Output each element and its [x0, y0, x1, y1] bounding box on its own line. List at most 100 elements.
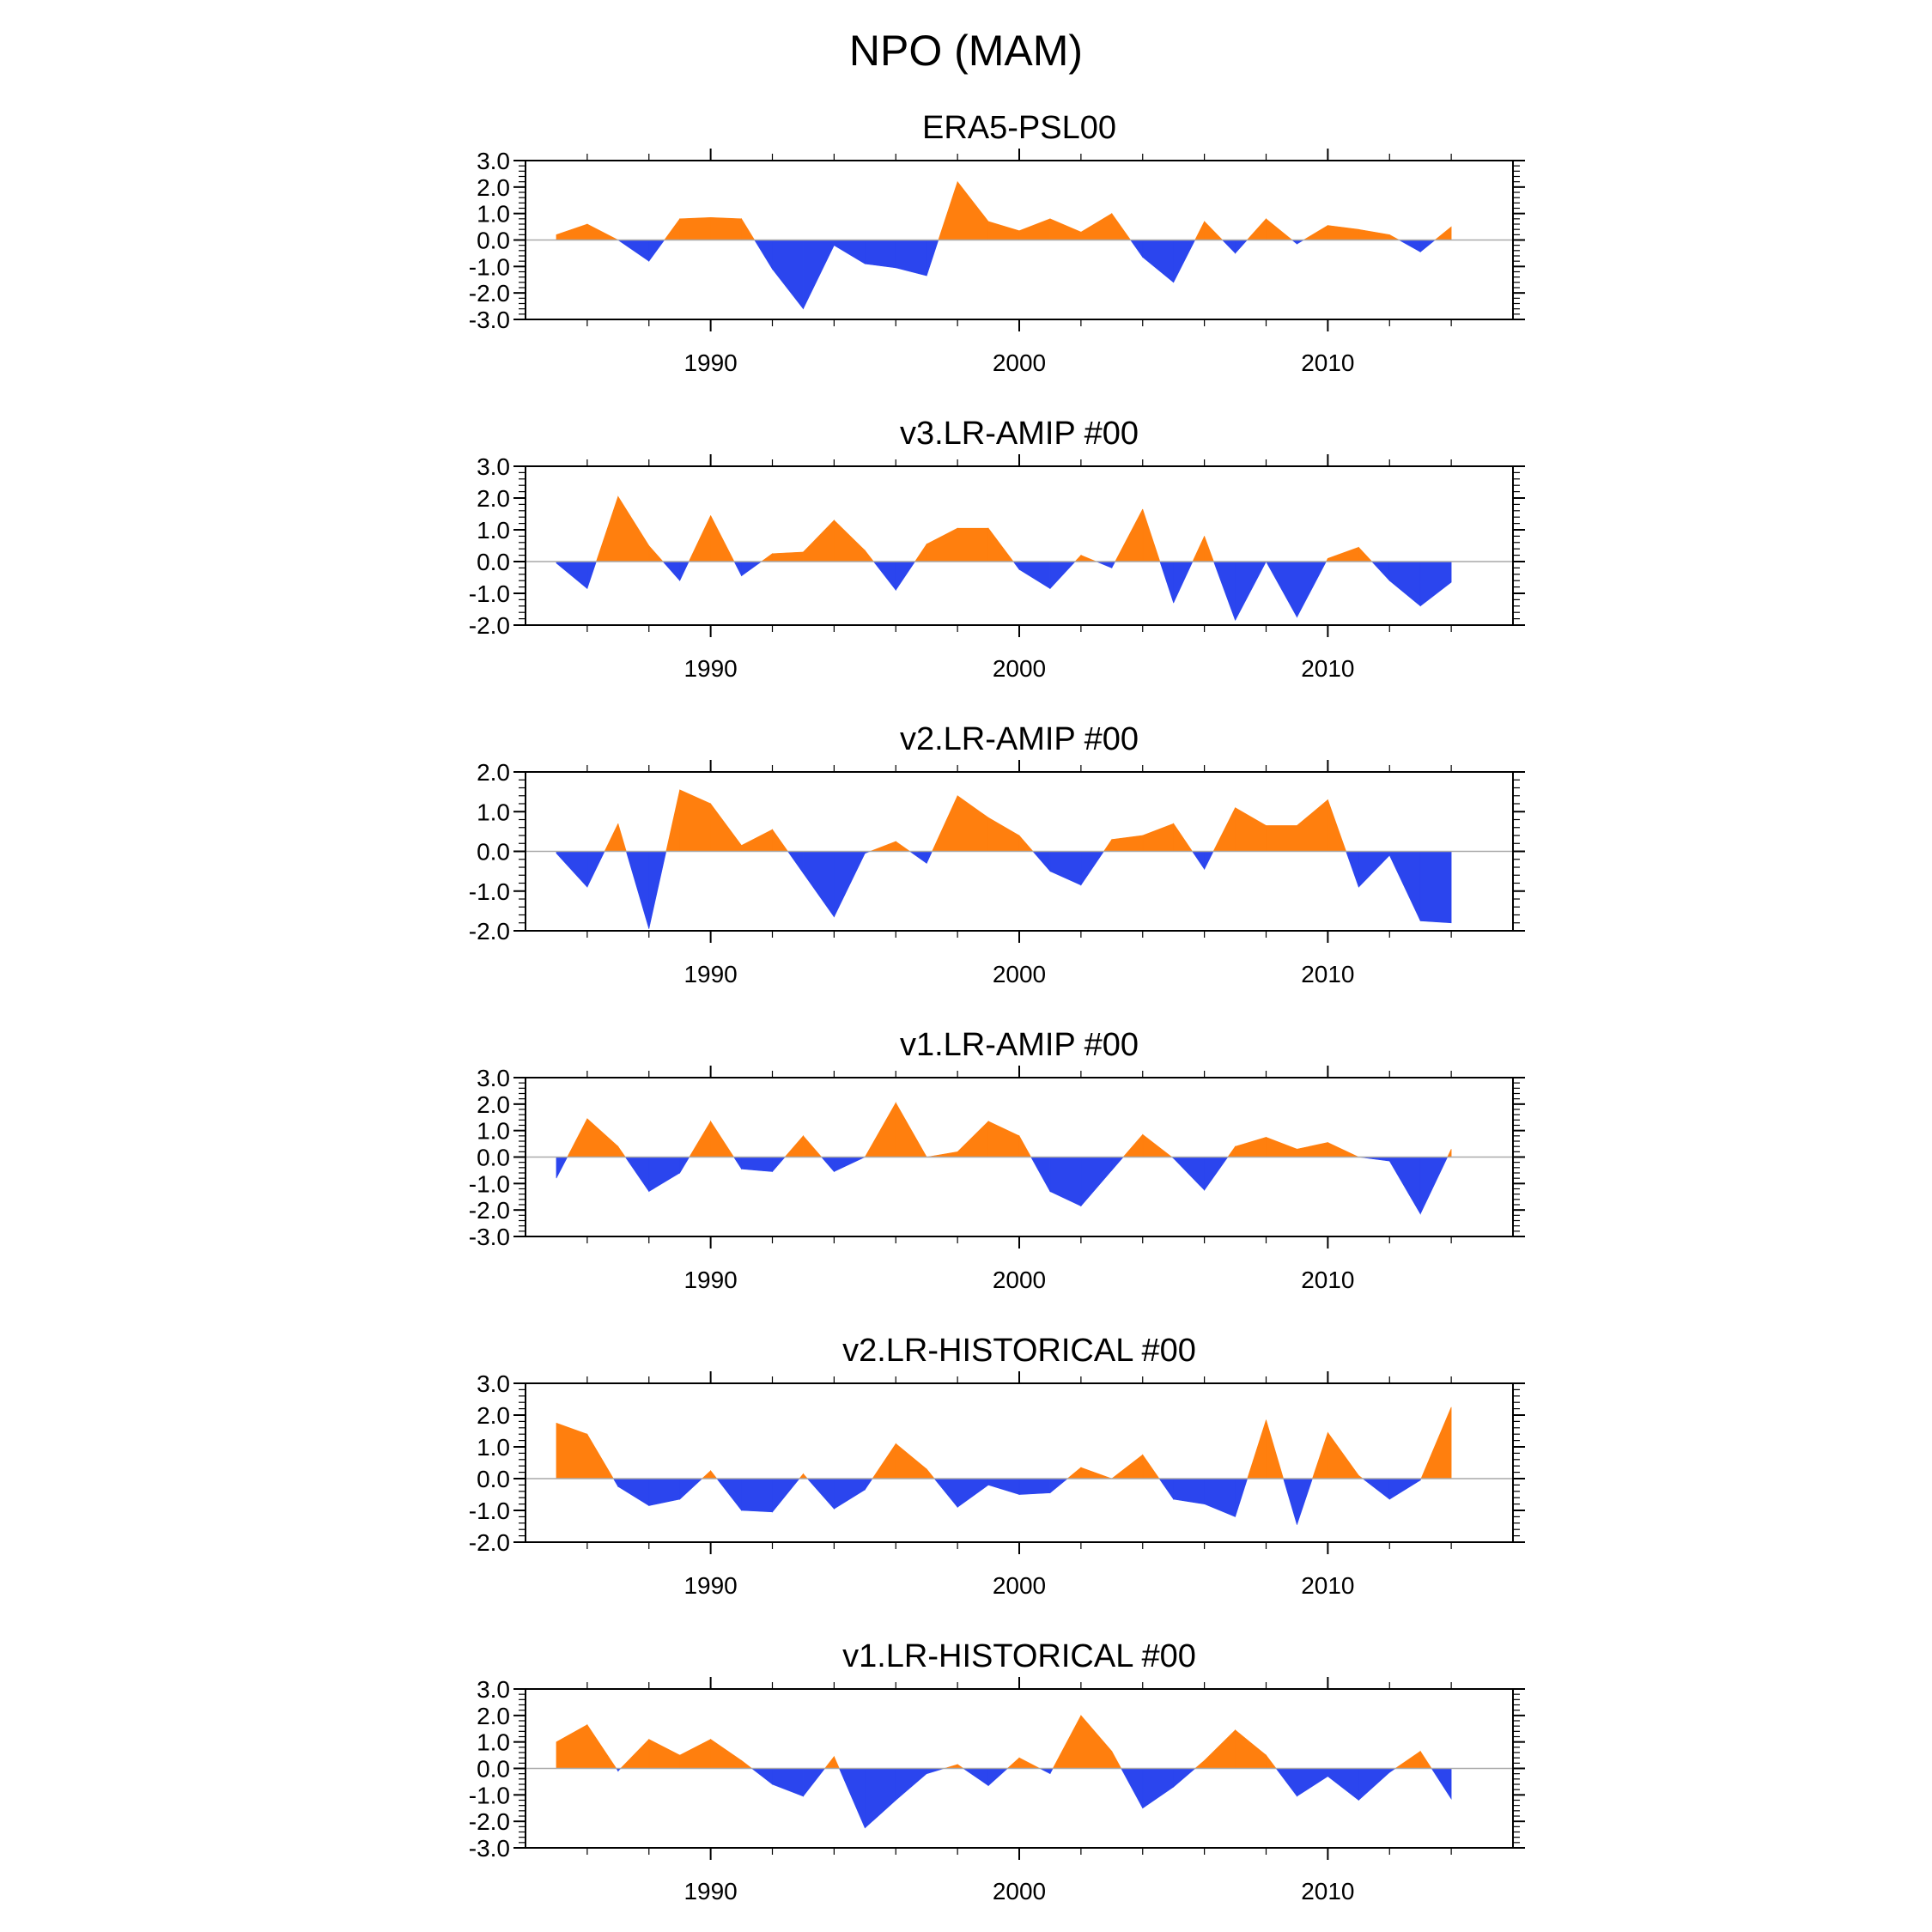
positive-area-segment: [586, 223, 618, 240]
negative-area-segment: [556, 561, 588, 590]
y-tick-label: -2.0: [469, 612, 510, 639]
positive-area-segment: [1018, 218, 1051, 240]
negative-area-segment: [750, 1768, 773, 1785]
y-tick-label: -3.0: [469, 1835, 510, 1862]
x-tick-label: 1990: [683, 1878, 737, 1905]
y-tick-label: 0.0: [477, 1466, 510, 1492]
y-tick-label: 1.0: [477, 201, 510, 228]
y-tick-label: 3.0: [477, 453, 510, 480]
positive-area-segment: [914, 543, 927, 562]
negative-area-segment: [772, 240, 804, 310]
y-tick-label: -2.0: [469, 918, 510, 945]
negative-area-segment: [1327, 1768, 1359, 1801]
negative-area-segment: [1235, 240, 1249, 254]
y-tick-label: -1.0: [469, 253, 510, 280]
positive-areas: [604, 789, 1347, 852]
positive-area-segment: [927, 1151, 958, 1157]
y-tick-label: -1.0: [469, 1170, 510, 1197]
negative-area-segment: [962, 1768, 989, 1787]
negative-area-segment: [1235, 1478, 1249, 1517]
positive-area-segment: [926, 1468, 935, 1479]
negative-area-segment: [648, 1478, 680, 1506]
positive-area-segment: [1327, 546, 1359, 562]
negative-areas: [556, 851, 1452, 929]
y-tick-label: -2.0: [469, 1197, 510, 1224]
positive-area-segment: [932, 795, 958, 852]
x-tick-label: 1990: [683, 1572, 737, 1599]
positive-area-segment: [1049, 218, 1082, 240]
positive-area-segment: [1142, 508, 1161, 562]
negative-area-segment: [1221, 240, 1236, 254]
negative-area-segment: [617, 240, 650, 262]
data-points: [556, 1103, 1451, 1214]
negative-area-segment: [803, 240, 835, 309]
y-tick-label: 2.0: [477, 759, 510, 786]
y-ticks: 3.02.01.00.0-1.0-2.0-3.0: [469, 148, 1525, 333]
y-tick-label: -1.0: [469, 878, 510, 905]
panel-title: v3.LR-AMIP #00: [900, 416, 1139, 452]
positive-area-segment: [688, 515, 711, 562]
positive-area-segment: [604, 823, 619, 852]
negative-area-segment: [1371, 561, 1390, 581]
positive-area-segment: [710, 1120, 735, 1157]
y-tick-label: 0.0: [477, 839, 510, 866]
positive-area-segment: [1327, 1431, 1359, 1479]
y-ticks: 3.02.01.00.0-1.0-2.0-3.0: [469, 1065, 1525, 1250]
positive-area-segment: [1173, 823, 1194, 852]
y-tick-label: -3.0: [469, 307, 510, 333]
negative-area-segment: [741, 1478, 773, 1513]
positive-area-segment: [741, 217, 756, 240]
positive-area-segment: [938, 181, 958, 240]
negative-area-segment: [1121, 1768, 1144, 1808]
y-tick-label: -2.0: [469, 1529, 510, 1556]
negative-area-segment: [1419, 1157, 1449, 1214]
positive-area-segment: [987, 817, 1020, 852]
positive-area-segment: [895, 1443, 927, 1479]
positive-area-segment: [865, 550, 874, 562]
x-ticks: 1990 2000 2010: [586, 149, 1452, 376]
positive-area-segment: [1194, 221, 1205, 240]
negative-area-segment: [957, 1478, 989, 1508]
positive-area-segment: [1388, 234, 1400, 240]
y-tick-label: 0.0: [477, 1145, 510, 1171]
negative-area-segment: [1431, 1768, 1452, 1800]
positive-area-segment: [710, 216, 742, 240]
negative-area-segment: [662, 561, 680, 581]
positive-area-segment: [1080, 1715, 1113, 1769]
panel-title: v1.LR-AMIP #00: [900, 1027, 1139, 1063]
negative-area-segment: [1265, 561, 1297, 618]
panel-title: v2.LR-AMIP #00: [900, 721, 1139, 757]
positive-area-segment: [741, 829, 773, 852]
panel-title: ERA5-PSL00: [922, 110, 1116, 146]
positive-area-segment: [617, 823, 627, 852]
y-ticks: 2.0 1.0 0.0 -1.0 -2.0: [469, 759, 1525, 945]
negative-area-segment: [733, 561, 742, 576]
positive-area-segment: [1074, 554, 1082, 562]
negative-area-segment: [1204, 1478, 1236, 1517]
positive-area-segment: [872, 1443, 896, 1479]
positive-area-segment: [1327, 799, 1347, 852]
negative-area-segment: [624, 1157, 650, 1193]
negative-area-segment: [1049, 1768, 1054, 1774]
positive-area-segment: [987, 221, 1020, 240]
negative-area-segment: [806, 1478, 835, 1510]
y-tick-label: 1.0: [477, 1729, 510, 1756]
positive-area-segment: [1122, 1133, 1144, 1157]
positive-area-segment: [710, 1739, 742, 1769]
negative-areas: [556, 1157, 1449, 1215]
positive-area-segment: [1358, 546, 1373, 562]
negative-area-segment: [834, 1157, 866, 1172]
y-tick-label: -1.0: [469, 1782, 510, 1808]
negative-area-segment: [1111, 1157, 1124, 1171]
data-points: [556, 182, 1451, 309]
negative-area-segment: [1297, 561, 1327, 617]
x-tick-label: 1990: [683, 655, 737, 682]
positive-area-segment: [926, 527, 958, 562]
x-ticks: 1990 2000 2010: [586, 1066, 1452, 1293]
x-tick-label: 1990: [683, 961, 737, 987]
negative-area-segment: [1039, 1768, 1051, 1775]
negative-area-segment: [1012, 561, 1020, 571]
x-tick-label: 2000: [993, 1878, 1046, 1905]
positive-area-segment: [1358, 228, 1390, 240]
